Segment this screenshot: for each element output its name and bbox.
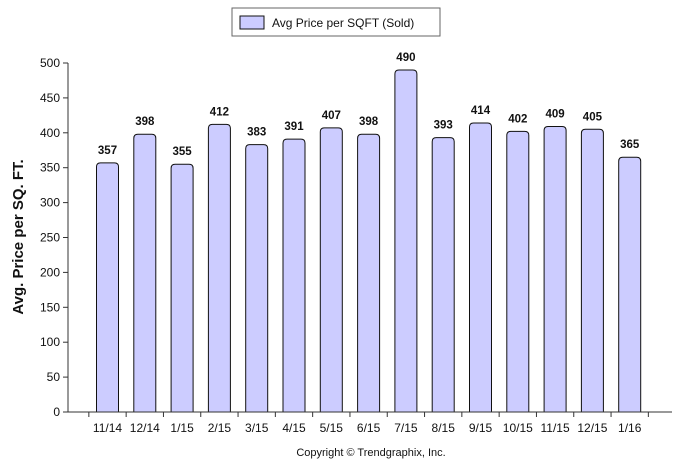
data-label: 409: [546, 109, 565, 121]
data-label: 357: [98, 145, 117, 157]
bar-1-15: [170, 163, 194, 413]
x-tick-label: 11/14: [93, 421, 122, 435]
legend: Avg Price per SQFT (Sold): [231, 7, 441, 37]
legend-box: [231, 7, 441, 37]
x-tick-label: 3/15: [245, 421, 269, 435]
data-label: 407: [322, 110, 341, 122]
bar-3-15: [245, 144, 269, 413]
data-label: 490: [396, 52, 415, 64]
data-label: 398: [135, 116, 155, 128]
x-axis: 11/14 12/14 1/15 2/15 3/15 4/15 5/15 6/15 7/15 8/…: [68, 411, 672, 435]
bar-11-15: [543, 126, 567, 413]
bar-7-15: [394, 69, 418, 413]
bars: [96, 69, 642, 413]
y-tick-label: 400: [40, 126, 60, 140]
data-label: 355: [173, 146, 193, 158]
data-labels: 357 398 355 412 383 391 407 398 490 393 414 402 409 4…: [98, 52, 640, 158]
x-tick-label: 5/15: [320, 421, 344, 435]
data-label: 383: [247, 127, 266, 139]
x-tick-label: 6/15: [357, 421, 381, 435]
y-tick-label: 200: [40, 265, 60, 279]
bar-9-15: [469, 122, 492, 413]
data-label: 405: [583, 111, 603, 123]
y-tick-label: 0: [53, 405, 60, 419]
data-label: 402: [508, 113, 527, 125]
x-tick-label: 8/15: [432, 421, 456, 435]
y-tick-label: 250: [40, 231, 60, 245]
y-tick-label: 300: [40, 196, 60, 210]
data-label: 393: [434, 120, 453, 132]
data-label: 412: [210, 106, 229, 118]
y-tick-label: 500: [40, 56, 60, 70]
bar-11-14: [96, 162, 119, 413]
x-tick-label: 11/15: [541, 421, 570, 435]
x-tick-label: 1/15: [170, 421, 194, 435]
data-label: 414: [471, 105, 491, 117]
bar-4-15: [282, 138, 306, 413]
y-tick-label: 350: [40, 161, 60, 175]
y-axis-title: Avg. Price per SQ. FT.: [10, 159, 27, 314]
bar-12-14: [133, 133, 157, 413]
y-tick-label: 450: [40, 91, 60, 105]
y-tick-label: 50: [47, 370, 61, 384]
x-tick-label: 12/14: [130, 421, 160, 435]
bar-2-15: [207, 123, 231, 413]
copyright-footer: Copyright © Trendgraphix, Inc.: [296, 447, 445, 459]
x-tick-label: 12/15: [577, 421, 607, 435]
x-tick-label: 1/16: [618, 421, 642, 435]
bar-1-16: [618, 156, 642, 413]
data-label: 391: [284, 121, 304, 133]
y-tick-label: 100: [40, 335, 60, 349]
legend-swatch: [239, 15, 265, 30]
y-axis: 0 50 100 150 200 250 300 350 400 450 500: [40, 56, 69, 419]
bar-12-15: [580, 128, 604, 413]
x-tick-label: 9/15: [469, 421, 493, 435]
x-tick-label: 7/15: [394, 421, 418, 435]
bar-5-15: [319, 127, 343, 413]
x-tick-label: 4/15: [282, 421, 306, 435]
data-label: 365: [620, 139, 640, 151]
x-tick-label: 10/15: [503, 421, 533, 435]
bar-10-15: [506, 130, 530, 413]
bar-6-15: [357, 133, 381, 413]
bar-8-15: [431, 137, 455, 413]
data-label: 398: [359, 116, 379, 128]
y-tick-label: 150: [40, 300, 60, 314]
x-tick-label: 2/15: [208, 421, 232, 435]
legend-label: Avg Price per SQFT (Sold): [272, 16, 414, 30]
